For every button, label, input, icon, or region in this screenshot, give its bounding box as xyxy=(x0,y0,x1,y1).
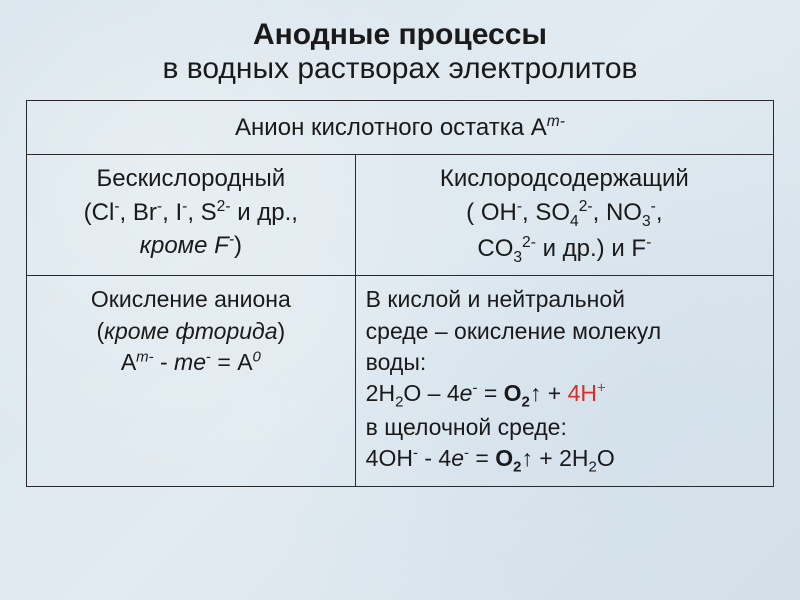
ion-oh-sup: - xyxy=(517,198,522,215)
eq2-e: e xyxy=(451,445,464,471)
oxygen-free-heading: Бескислородный xyxy=(37,163,345,195)
acidic-neutral-intro: В кислой и нейтральной среде – окисление… xyxy=(366,284,763,377)
alkaline-intro: в щелочной среде: xyxy=(366,412,763,443)
table-row: Бескислородный (Cl-, Br-, I-, S2- и др.,… xyxy=(27,155,774,276)
eq1-h2o-h: 2H xyxy=(366,380,395,406)
ion-br: Br xyxy=(133,199,157,226)
paren-open: ( xyxy=(84,199,92,226)
eq-e: e xyxy=(193,349,206,375)
anode-processes-table: Анион кислотного остатка Аm- Бескислород… xyxy=(26,100,774,487)
ion-no3-base: NO xyxy=(606,199,642,226)
ion-f: F xyxy=(631,235,646,262)
header-symbol: Аm- xyxy=(531,114,565,141)
ion-co3-sub: 3 xyxy=(513,248,522,265)
oxidation-line1: Окисление аниона xyxy=(37,284,345,315)
table-header-row: Анион кислотного остатка Аm- xyxy=(27,101,774,155)
paren-open2: ( xyxy=(466,199,481,226)
oxygen-free-except: кроме F-) xyxy=(37,229,345,262)
header-symbol-sup: m- xyxy=(547,113,565,130)
ion-s: S xyxy=(201,199,217,226)
ions-tail: и др., xyxy=(231,199,298,226)
ion-so4-sup: 2- xyxy=(579,198,593,215)
eq1-eq: = xyxy=(477,380,503,406)
except-fluoride: кроме фторида xyxy=(104,318,277,344)
ion-so4-sub: 4 xyxy=(570,213,579,230)
oxygen-free-cell: Бескислородный (Cl-, Br-, I-, S2- и др.,… xyxy=(27,155,356,276)
title-line2: в водных растворах электролитов xyxy=(26,52,774,86)
ion-cl-charge: - xyxy=(114,198,119,215)
intro-l2: среде – окисление молекул xyxy=(366,318,662,344)
eq2-h2o-sub: 2 xyxy=(589,459,597,476)
oxygen-containing-ions-line1: ( OH-, SO42-, NO3-, xyxy=(366,196,763,232)
oxygen-containing-ions-line2: CO32- и др.) и F- xyxy=(366,232,763,268)
eq-equals: = xyxy=(211,349,237,375)
slide-title: Анодные процессы в водных растворах элек… xyxy=(26,18,774,86)
eq-rhs-sup: 0 xyxy=(253,348,261,365)
ion-co3-sup: 2- xyxy=(522,234,536,251)
intro-l1: В кислой и нейтральной xyxy=(366,286,625,312)
eq2-arrow: ↑ + 2H xyxy=(521,445,588,471)
eq-lhs-sup: m- xyxy=(136,348,153,365)
except-ion: F xyxy=(214,232,229,259)
eq2-minus: - 4 xyxy=(418,445,451,471)
ion-no3-sub: 3 xyxy=(642,213,651,230)
eq1-o2: O xyxy=(504,380,522,406)
ions-tail2: и др.) и xyxy=(536,235,632,262)
eq2-o2: O xyxy=(495,445,513,471)
title-line1: Анодные процессы xyxy=(26,18,774,52)
eq2-h2o-o: O xyxy=(597,445,615,471)
eq-rhs: А xyxy=(237,349,252,375)
eq1-o-minus: O – 4 xyxy=(403,380,459,406)
except-prefix: кроме xyxy=(140,232,215,259)
anion-header-cell: Анион кислотного остатка Аm- xyxy=(27,101,774,155)
ion-so4-base: SO xyxy=(535,199,570,226)
ion-s-charge: 2- xyxy=(217,198,231,215)
table-row: Окисление аниона (кроме фторида) Аm- - m… xyxy=(27,276,774,487)
ion-no3-sup: - xyxy=(651,198,656,215)
intro-l3: воды: xyxy=(366,349,427,375)
eq2-eq: = xyxy=(469,445,495,471)
oxygen-containing-heading: Кислородсодержащий xyxy=(366,163,763,195)
equation-alkaline: 4OH- - 4e- = O2↑ + 2H2O xyxy=(366,443,763,478)
oxidation-line2: (кроме фторида) xyxy=(37,316,345,347)
ion-i-charge: - xyxy=(182,198,187,215)
eq-lhs: А xyxy=(121,349,136,375)
eq1-e: e xyxy=(460,380,473,406)
equation-acidic: 2H2O – 4e- = O2↑ + 4H+ xyxy=(366,378,763,413)
ion-br-charge: - xyxy=(157,198,162,215)
eq1-4h-sup: + xyxy=(597,379,606,396)
eq1-arrow: ↑ + xyxy=(530,380,568,406)
eq-minus: - xyxy=(154,349,174,375)
eq1-o2-sub: 2 xyxy=(522,393,530,410)
eq1-4h: 4H xyxy=(568,380,597,406)
oxidation-equation: Аm- - me- = А0 xyxy=(37,347,345,378)
oxygen-containing-cell: Кислородсодержащий ( OH-, SO42-, NO3-, C… xyxy=(355,155,773,276)
ion-cl: Cl xyxy=(92,199,115,226)
paren: ) xyxy=(278,318,286,344)
ion-oh: OH xyxy=(481,199,517,226)
paren-close: ) xyxy=(234,232,242,259)
oxygen-free-ions: (Cl-, Br-, I-, S2- и др., xyxy=(37,196,345,229)
header-text: Анион кислотного остатка xyxy=(235,114,531,141)
eq2-4oh: 4OH xyxy=(366,445,413,471)
paren: ( xyxy=(96,318,104,344)
eq-m: m xyxy=(174,349,193,375)
ion-f-sup: - xyxy=(646,234,651,251)
water-oxidation-cell: В кислой и нейтральной среде – окисление… xyxy=(355,276,773,487)
header-symbol-base: А xyxy=(531,114,547,141)
anion-oxidation-cell: Окисление аниона (кроме фторида) Аm- - m… xyxy=(27,276,356,487)
ion-co3-base: CO xyxy=(477,235,513,262)
